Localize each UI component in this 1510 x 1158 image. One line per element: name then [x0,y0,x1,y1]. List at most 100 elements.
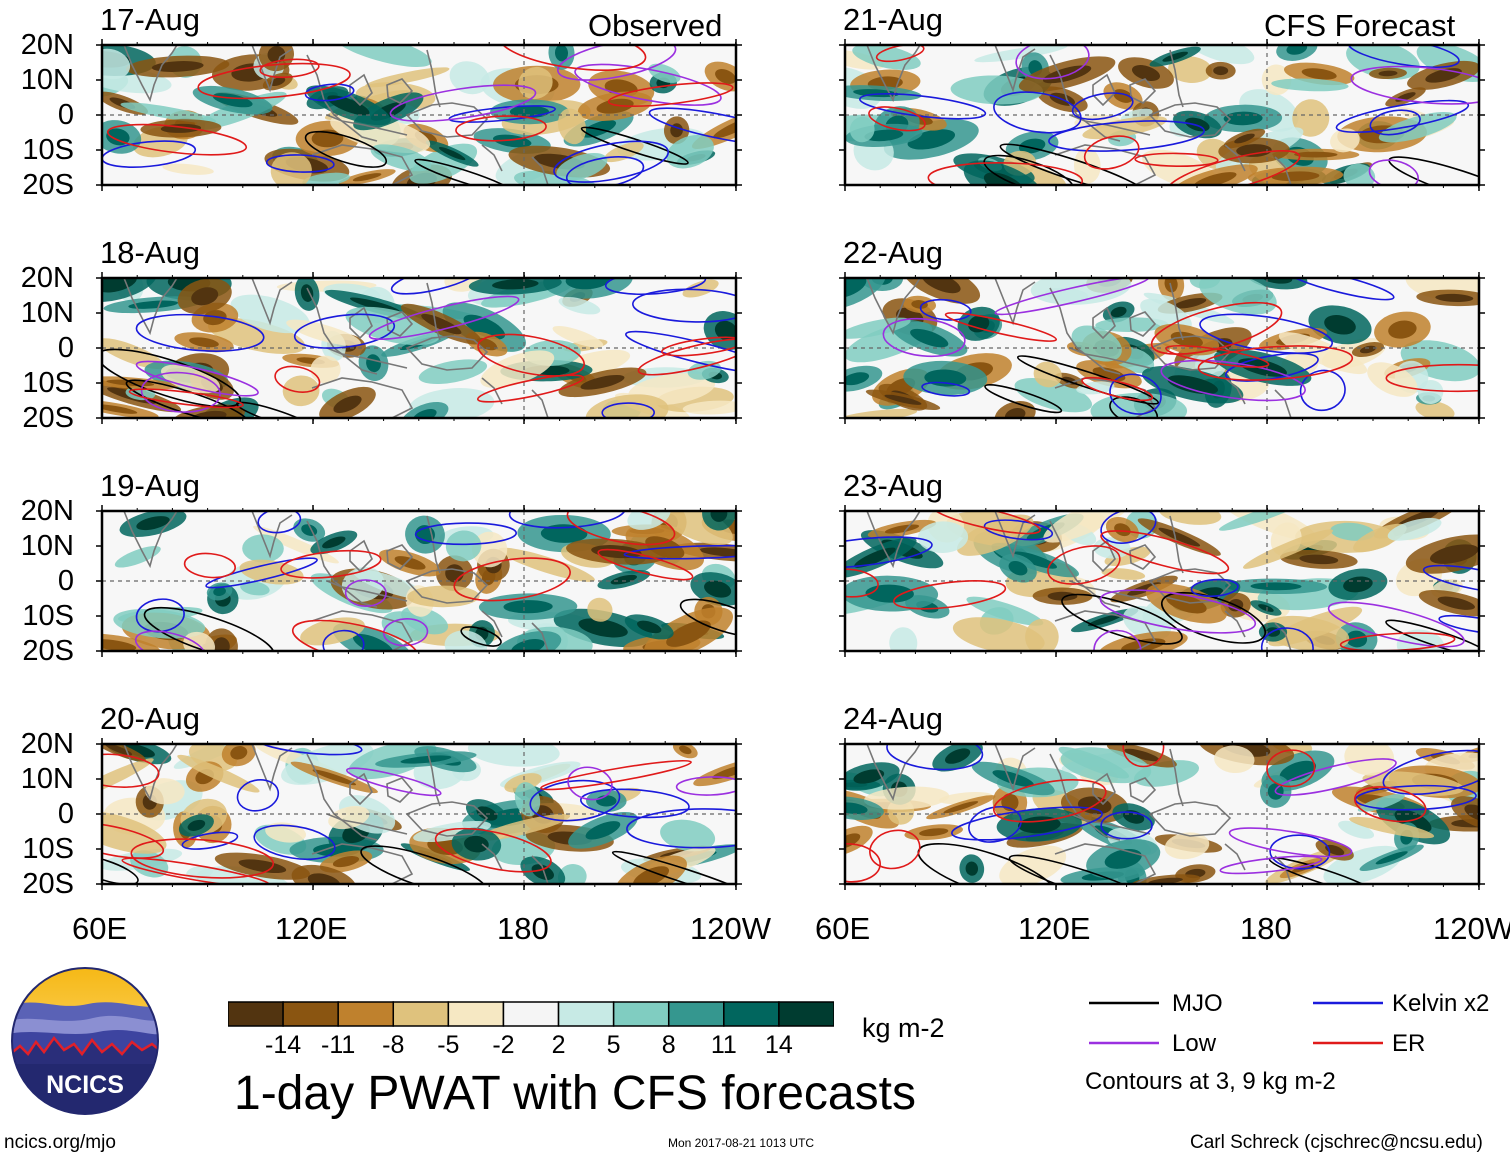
coastline [531,389,549,418]
er-contour [845,568,879,598]
pwat-anomaly-core [1167,375,1219,395]
lat-label: 10N [20,763,74,795]
pwat-anomaly-blob [381,611,429,642]
pwat-anomaly-core [845,278,867,299]
pwat-anomaly-core [1250,582,1302,591]
pwat-anomaly-core [1008,561,1028,576]
coastline [994,744,1036,792]
coastline [311,144,414,185]
pwat-anomaly-core [704,580,732,598]
pwat-anomaly-core [102,404,138,414]
pwat-anomaly-blob [917,521,969,554]
mjo-contour [983,154,1075,185]
coastline [1069,347,1151,369]
map-panel [96,272,742,424]
pwat-anomaly-core [968,315,990,333]
pwat-anomaly-core [585,821,621,840]
map-panels [96,39,1485,890]
pwat-anomaly-core [1234,133,1255,144]
pwat-anomaly-core [1271,171,1320,182]
kelvin-contour [414,522,517,546]
pwat-anomaly-core [270,77,286,87]
legend-note: Contours at 3, 9 kg m-2 [1085,1068,1336,1095]
lat-label: 20S [22,402,74,434]
pwat-anomaly-core [191,287,219,306]
pwat-anomaly-core [322,536,346,549]
pwat-anomaly-core [919,828,949,837]
pwat-anomaly-blob [1387,517,1442,541]
coastline [123,744,178,802]
lon-label-120w-right: 120W [1433,913,1510,944]
pwat-anomaly-core [333,395,362,413]
pwat-anomaly-core [213,587,226,596]
pwat-anomaly-blob [1349,816,1435,839]
panel-date-18-aug: 18-Aug [100,235,200,270]
coastline [531,156,549,185]
low-contour [389,84,537,122]
low-contour [1274,758,1397,796]
pwat-anomaly-blob [652,511,733,546]
pwat-anomaly-blob [682,279,719,298]
coastline [349,539,373,573]
er-contour [291,619,419,651]
pwat-anomaly-blob [145,778,185,805]
coastline [1129,311,1157,337]
er-contour [637,338,736,376]
map-panel [96,505,742,657]
pwat-anomaly-core [1158,527,1201,547]
kelvin-contour [1335,99,1470,133]
lat-label: 20N [20,29,74,61]
coastline [866,744,921,802]
pwat-anomaly-core [845,833,861,849]
er-contour [274,365,321,393]
pwat-anomaly-core [327,95,370,116]
map-panel [839,738,1485,890]
kelvin-contour [859,93,987,120]
pwat-anomaly-core [1013,551,1057,569]
lon-label-120e-right: 120E [1018,911,1091,946]
footer-url[interactable]: ncics.org/mjo [4,1132,116,1153]
colorbar-tick-label: 14 [765,1031,793,1059]
map-panel [839,505,1485,657]
mjo-contour [984,383,1063,414]
coastline [405,568,489,604]
colorbar-swatch [447,1001,505,1027]
figure-title: 1-day PWAT with CFS forecasts [234,1067,916,1120]
coastline [386,78,414,104]
lat-label: 20N [20,495,74,527]
pwat-anomaly-core [1258,604,1274,612]
kelvin-contour [1347,45,1460,69]
pwat-anomaly-blob [102,758,154,804]
pwat-anomaly-blob [1104,546,1151,567]
coastline [326,580,408,602]
pwat-anomaly-core [1279,760,1317,782]
pwat-anomaly-blob [102,811,167,854]
lat-label: 20N [20,728,74,760]
kelvin-contour [135,313,265,352]
pwat-anomaly-core [106,128,130,146]
kelvin-contour [257,511,302,534]
pwat-anomaly-core [884,394,922,405]
pwat-anomaly-blob [950,75,1043,105]
kelvin-contour [623,544,736,560]
er-contour [1166,150,1301,185]
kelvin-contour [1100,511,1157,544]
pwat-anomaly-core [910,328,949,348]
map-panel [839,39,1485,191]
low-contour [1160,359,1306,402]
pwat-anomaly-blob [849,116,875,143]
low-contour [1368,159,1419,185]
mjo-contour [580,126,689,165]
pwat-anomaly-core [565,278,611,290]
pwat-anomaly-core [1162,51,1188,62]
pwat-anomaly-core [921,278,961,294]
coastline [349,306,373,340]
er-contour [944,312,1058,342]
pwat-anomaly-core [865,584,914,603]
er-contour [927,162,1084,185]
pwat-anomaly-blob [207,317,306,354]
coastline [1129,78,1157,104]
pwat-anomaly-core [307,873,341,884]
lat-label: 10N [20,530,74,562]
pwat-anomaly-core [636,620,662,634]
